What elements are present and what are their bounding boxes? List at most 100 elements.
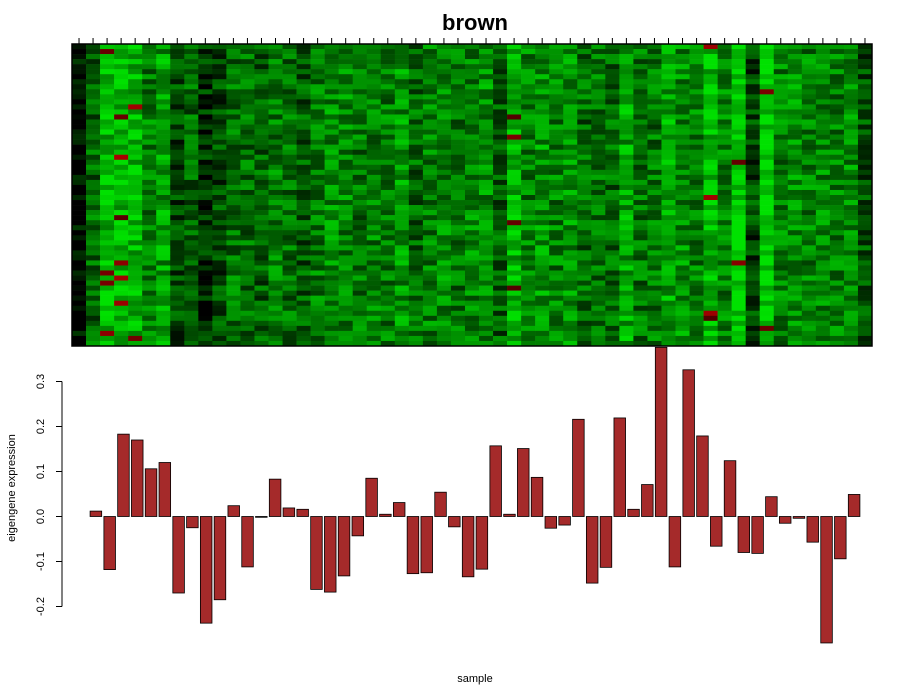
heatmap-cell [619,169,634,176]
heatmap-cell [493,119,508,125]
heatmap-cell [436,154,452,161]
heatmap-cell [184,205,199,211]
heatmap-cell [380,164,396,171]
heatmap-cell [366,144,382,150]
heatmap-cell [563,99,578,105]
heatmap-cell [422,215,438,221]
heatmap-cell [703,129,718,135]
heatmap-cell [689,169,704,176]
heatmap-cell [296,220,311,226]
heatmap-cell [605,330,620,337]
heatmap-cell [507,74,522,80]
heatmap-cell [464,184,480,191]
heatmap-cell [212,44,227,50]
heatmap-cell [282,250,297,256]
heatmap-cell [156,149,171,156]
heatmap-cell [310,109,325,115]
heatmap-cell [282,69,297,75]
heatmap-cell [240,335,255,342]
heatmap-cell [380,275,396,281]
heatmap-cell [745,109,761,115]
heatmap-cell [240,154,255,161]
heatmap-cell [366,290,382,296]
heatmap-cell [703,184,718,191]
heatmap-cell [380,179,396,186]
heatmap-cell [128,235,143,241]
heatmap-cell [717,275,732,281]
heatmap-cell [843,200,859,206]
heatmap-cell [114,114,129,120]
heatmap-cell [535,320,550,327]
heatmap-cell [226,74,241,80]
heatmap-cell [521,300,536,307]
heatmap-cell [549,169,564,176]
heatmap-cell [829,104,845,110]
heatmap-cell [72,285,87,291]
heatmap-cell [268,149,283,156]
heatmap-cell [352,205,368,211]
heatmap-cell [717,129,732,135]
heatmap-cell [647,220,662,226]
heatmap-cell [773,184,789,191]
heatmap-cell [436,330,452,337]
heatmap-cell [128,305,143,312]
heatmap-cell [282,225,297,231]
heatmap-cell [675,220,690,226]
heatmap-cell [479,164,494,171]
heatmap-cell [759,235,775,241]
heatmap-cell [745,260,761,266]
heatmap-cell [352,74,368,80]
heatmap-cell [633,270,648,276]
heatmap-cell [787,315,803,322]
heatmap-cell [212,184,227,191]
heatmap-cell [829,280,845,286]
heatmap-cell [240,109,255,115]
heatmap-cell [801,69,817,75]
heatmap-cell [86,225,101,231]
heatmap-cell [422,124,438,130]
heatmap-cell [254,255,269,261]
heatmap-cell [759,164,775,171]
heatmap-cell [464,280,480,286]
heatmap-cell [338,154,354,161]
heatmap-cell [366,280,382,286]
heatmap-cell [577,215,592,221]
heatmap-cell [352,210,368,216]
heatmap-cell [675,205,690,211]
heatmap-cell [282,335,297,342]
heatmap-cell [787,215,803,221]
heatmap-cell [605,285,620,291]
heatmap-cell [142,240,157,246]
heatmap-cell [212,134,227,140]
heatmap-cell [843,174,859,181]
heatmap-cell [338,79,354,85]
heatmap-cell [310,129,325,135]
heatmap-cell [661,74,676,80]
heatmap-cell [254,265,269,271]
heatmap-cell [338,109,354,115]
heatmap-cell [591,169,606,176]
heatmap-cell [535,270,550,276]
heatmap-cell [366,154,382,161]
heatmap-cell [647,250,662,256]
heatmap-cell [605,114,620,120]
heatmap-cell [843,225,859,231]
heatmap-cell [184,295,199,301]
heatmap-cell [857,305,873,312]
heatmap-cell [72,235,87,241]
heatmap-cell [450,270,466,276]
heatmap-cell [563,270,578,276]
heatmap-cell [128,200,143,206]
heatmap-cell [745,325,761,332]
heatmap-cell [198,184,213,191]
heatmap-cell [563,305,578,312]
heatmap-cell [633,255,648,261]
heatmap-cell [577,79,592,85]
heatmap-cell [843,84,859,90]
bar [310,516,323,590]
heatmap-cell [310,220,325,226]
heatmap-cell [338,69,354,75]
heatmap-cell [226,325,241,332]
heatmap-cell [857,184,873,191]
heatmap-cell [689,230,704,236]
